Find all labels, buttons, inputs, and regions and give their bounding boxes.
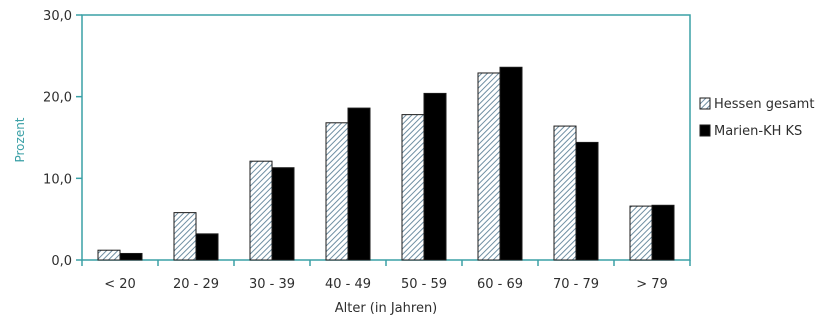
x-tick-label: 20 - 29 xyxy=(173,277,219,292)
legend-label: Hessen gesamt xyxy=(714,97,814,112)
x-tick-label: > 79 xyxy=(636,277,668,292)
bar-hessen-gesamt xyxy=(629,205,653,261)
y-tick-label: 20,0 xyxy=(43,91,72,106)
bar-marien-kh-ks xyxy=(499,66,523,261)
x-tick-label: 50 - 59 xyxy=(401,277,447,292)
x-tick-label: 70 - 79 xyxy=(553,277,599,292)
x-tick-label: 40 - 49 xyxy=(325,277,371,292)
y-tick-label: 30,0 xyxy=(43,9,72,24)
bar-marien-kh-ks xyxy=(347,107,371,261)
bar-marien-kh-ks xyxy=(195,233,219,261)
y-axis-label: Prozent xyxy=(13,117,27,162)
plot-frame xyxy=(81,14,691,261)
legend-swatch xyxy=(699,97,711,110)
bar-hessen-gesamt xyxy=(325,122,349,261)
bar-marien-kh-ks xyxy=(575,141,599,261)
y-tick-label: 10,0 xyxy=(43,172,72,187)
x-tick-label: 60 - 69 xyxy=(477,277,523,292)
bar-marien-kh-ks xyxy=(119,252,143,261)
bar-hessen-gesamt xyxy=(477,72,501,261)
x-axis-label: Alter (in Jahren) xyxy=(335,301,438,316)
x-tick-label: 30 - 39 xyxy=(249,277,295,292)
bar-hessen-gesamt xyxy=(173,212,197,261)
bar-hessen-gesamt xyxy=(401,114,425,261)
y-tick-label: 0,0 xyxy=(51,254,72,269)
legend-label: Marien-KH KS xyxy=(714,124,802,139)
bar-marien-kh-ks xyxy=(651,204,675,261)
bar-hessen-gesamt xyxy=(97,249,121,261)
bar-hessen-gesamt xyxy=(553,125,577,261)
bar-marien-kh-ks xyxy=(423,92,447,261)
legend-swatch xyxy=(699,124,711,137)
bar-hessen-gesamt xyxy=(249,160,273,261)
bar-marien-kh-ks xyxy=(271,167,295,261)
x-tick-label: < 20 xyxy=(104,277,136,292)
